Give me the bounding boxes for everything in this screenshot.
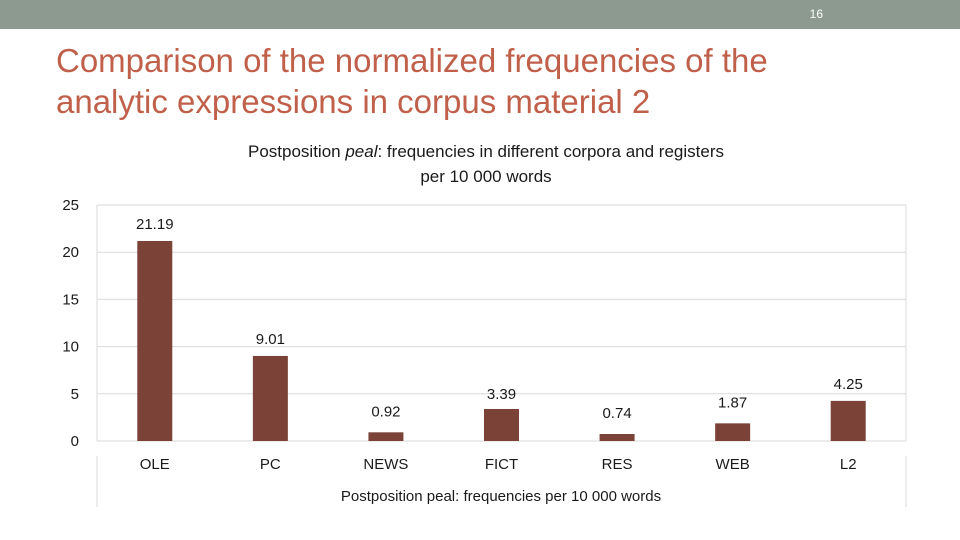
top-bar	[0, 0, 960, 29]
data-labels: 21.19 9.01 0.92 3.39 0.74 1.87 4.25	[136, 216, 863, 422]
bar	[484, 408, 519, 441]
bar	[715, 423, 751, 441]
bar	[599, 434, 635, 441]
x-tick-label: WEB	[716, 456, 750, 473]
page-number: 16	[809, 7, 823, 21]
y-tick-label: 15	[62, 291, 79, 308]
data-label: 9.01	[256, 331, 285, 348]
slide-title-line-1: Comparison of the normalized frequencies…	[56, 42, 768, 79]
slide-title-line-2: analytic expressions in corpus material …	[56, 83, 651, 120]
chart-title-italic: peal	[344, 142, 378, 161]
data-label: 21.19	[136, 216, 174, 233]
x-tick-label: PC	[260, 456, 281, 473]
chart-title-prefix: Postposition	[248, 142, 345, 161]
y-tick-label: 0	[71, 433, 79, 450]
slide-title: Comparison of the normalized frequencies…	[56, 40, 916, 122]
bar	[830, 400, 866, 441]
chart-title-line-2: per 10 000 words	[420, 167, 551, 186]
bar	[137, 240, 173, 441]
bar	[252, 355, 288, 441]
x-tick-label: RES	[602, 456, 633, 473]
x-tick-label: NEWS	[363, 456, 408, 473]
y-tick-label: 10	[62, 339, 79, 356]
y-axis-ticks: 0 5 10 15 20 25	[62, 197, 79, 450]
gridlines	[96, 204, 907, 442]
chart-title: Postposition peal: frequencies in differ…	[248, 142, 724, 161]
x-tick-label: FICT	[485, 456, 518, 473]
chart-title-suffix: : frequencies in different corpora and r…	[377, 142, 724, 161]
data-label: 0.92	[371, 403, 400, 420]
y-tick-label: 20	[62, 244, 79, 261]
y-tick-label: 5	[71, 386, 79, 403]
x-tick-label: L2	[840, 456, 857, 473]
bar	[368, 432, 404, 441]
y-tick-label: 25	[62, 197, 79, 214]
data-label: 3.39	[487, 386, 516, 403]
data-label: 4.25	[834, 376, 863, 393]
data-label: 0.74	[602, 405, 631, 422]
data-label: 1.87	[718, 394, 747, 411]
bars	[137, 240, 866, 441]
x-axis-ticks: OLE PC NEWS FICT RES WEB L2	[140, 456, 857, 473]
x-axis-label: Postposition peal: frequencies per 10 00…	[341, 488, 661, 505]
x-tick-label: OLE	[140, 456, 170, 473]
